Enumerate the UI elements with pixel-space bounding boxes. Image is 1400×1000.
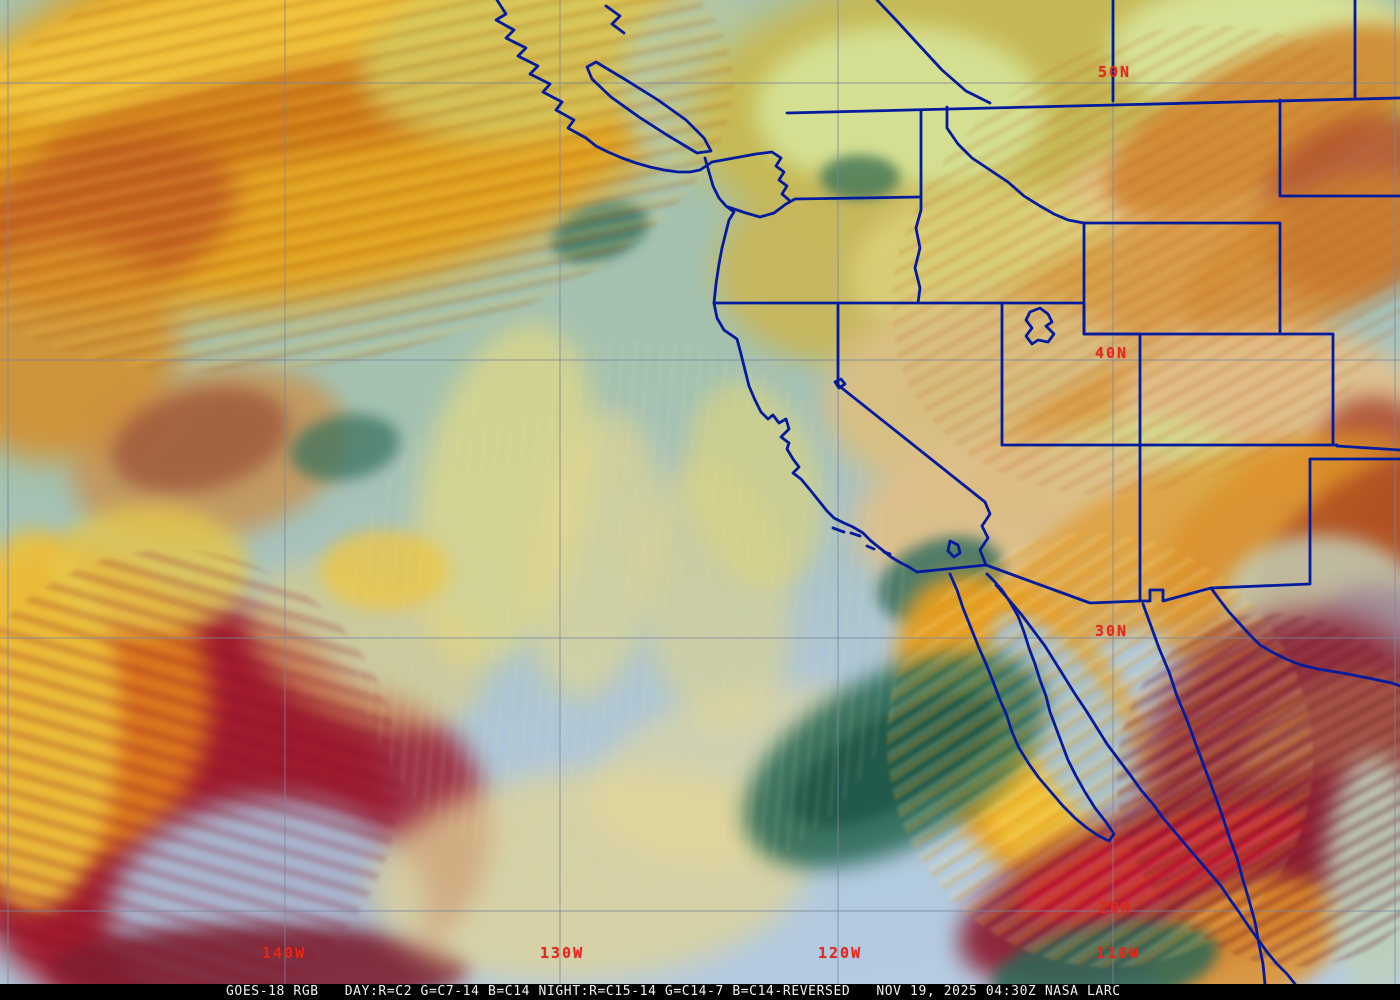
bc-fjord-coastline [494, 0, 714, 174]
us-mexico-border-rio-grande [915, 563, 1400, 688]
channel-islands [831, 526, 892, 556]
washington-oregon-border [726, 195, 921, 219]
bc-alberta-border [875, 0, 992, 105]
status-bar: GOES-18 RGB DAY:R=C2 G=C7-14 B=C14 NIGHT… [0, 984, 1400, 1000]
lat-label-50n: 50N [1098, 63, 1132, 81]
great-salt-lake [1024, 306, 1056, 346]
cloud-blob [1325, 755, 1400, 984]
lon-label-110w: 110W [1096, 944, 1141, 962]
utah-wyoming-colorado-borders [1000, 301, 1400, 452]
lon-label-120w: 120W [818, 944, 863, 962]
salton-sea [946, 539, 962, 559]
lake-tahoe [833, 377, 847, 390]
idaho-west-border [913, 108, 923, 305]
new-mexico-texas-borders [1209, 457, 1400, 590]
california-nevada-colorado-river [836, 301, 992, 567]
vancouver-island [585, 60, 713, 155]
puget-sound [710, 150, 791, 202]
lat-label-40n: 40N [1095, 344, 1129, 362]
gulf-of-california-mainland-coast [994, 583, 1297, 984]
status-timestamp: NOV 19, 2025 04:30Z NASA LARC [876, 984, 1121, 999]
cloud-blob [820, 155, 900, 200]
baja-california-peninsula [948, 572, 1116, 843]
status-product: GOES-18 RGB [226, 984, 319, 999]
coast-and-borders [494, 0, 1400, 984]
wyoming-borders [1082, 221, 1335, 447]
lat-label-30n: 30N [1095, 622, 1129, 640]
us-canada-border [785, 96, 1400, 115]
montana-borders [945, 98, 1400, 225]
pacific-coastline [703, 156, 919, 574]
cloud-blob [50, 505, 250, 635]
lon-label-130w: 130W [540, 944, 585, 962]
sonora-chihuahua-border [1141, 602, 1267, 984]
cloud-blob [320, 530, 450, 610]
status-rgb-recipe: DAY:R=C2 G=C7-14 B=C14 NIGHT:R=C15-14 G=… [344, 984, 851, 999]
lat-label-20n: 20N [1099, 899, 1133, 917]
fjord-fragment [604, 4, 626, 35]
lon-label-140w: 140W [262, 944, 307, 962]
